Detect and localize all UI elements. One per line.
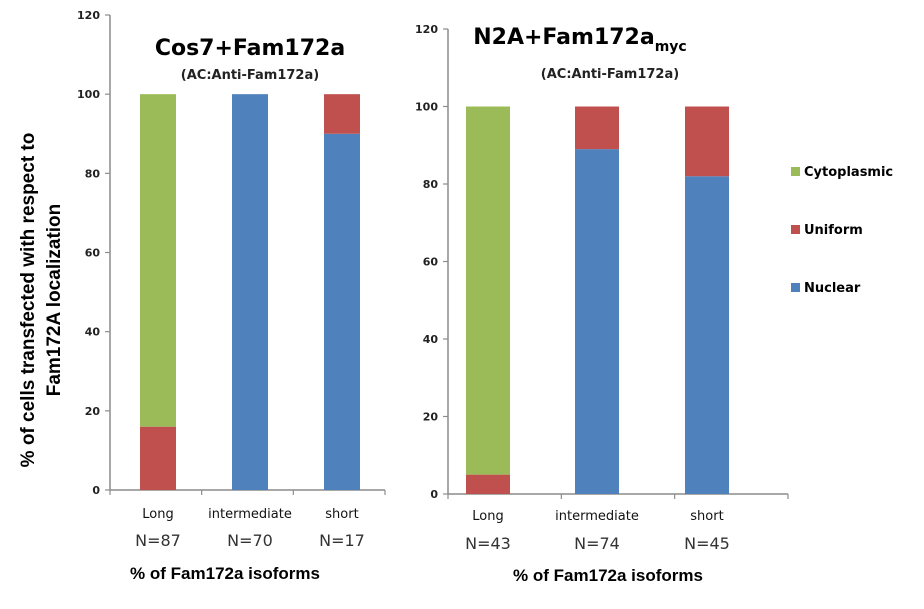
y-tick-label: 60	[85, 247, 101, 260]
legend-label: Cytoplasmic	[804, 165, 893, 180]
bar-segment-nuclear-short	[324, 133, 360, 490]
x-tick-label: intermediate	[208, 507, 292, 522]
bar-segment-cytoplasmic-long	[466, 106, 510, 475]
n-count-label: N=74	[574, 534, 620, 553]
bar-segment-uniform-long	[140, 426, 176, 490]
y-tick-label: 0	[92, 484, 100, 497]
chart-n2a: N2A+Fam172amyc (AC:Anti-Fam172a) 0 20 40 60…	[415, 23, 789, 585]
legend-swatch	[791, 283, 800, 292]
n-count-label: N=45	[684, 534, 730, 553]
y-axis-label-line1: % of cells transfected with respect to	[18, 133, 39, 468]
n-count-label: N=70	[227, 531, 273, 550]
n-count-label: N=87	[135, 531, 181, 550]
bar-segment-cytoplasmic-long	[140, 94, 176, 427]
chart-cos7: Cos7+Fam172a (AC:Anti-Fam172a) 0 20 40 60 80…	[77, 9, 386, 583]
y-tick-label: 120	[415, 23, 438, 36]
x-tick-label: intermediate	[555, 509, 639, 524]
bar-segment-uniform-long	[466, 474, 510, 494]
bar-segment-nuclear-intermediate	[575, 149, 619, 494]
y-axis-label: % of cells transfected with respect to F…	[18, 133, 65, 468]
x-tick-label: short	[690, 509, 723, 524]
y-tick-label: 40	[423, 333, 439, 346]
x-axis-label: % of Fam172a isoforms	[130, 564, 320, 583]
category-labels: Long N=43 intermediate N=74 short N=45	[465, 509, 730, 553]
legend-label: Nuclear	[804, 281, 861, 296]
y-tick-label: 80	[85, 167, 101, 180]
y-tick-label: 100	[415, 101, 438, 114]
chart-subtitle: (AC:Anti-Fam172a)	[181, 68, 319, 83]
legend-swatch	[791, 167, 800, 176]
category-labels: Long N=87 intermediate N=70 short N=17	[135, 507, 365, 550]
x-axis-label: % of Fam172a isoforms	[513, 566, 703, 585]
bars	[140, 94, 360, 491]
legend-label: Uniform	[804, 223, 863, 238]
x-tick-label: Long	[142, 507, 173, 522]
chart-title: Cos7+Fam172a	[155, 36, 345, 61]
y-tick-label: 20	[423, 411, 439, 424]
bars	[466, 106, 729, 494]
legend-item-cytoplasmic: Cytoplasmic	[791, 165, 893, 180]
y-tick-label: 80	[423, 178, 439, 191]
y-tick-label: 60	[423, 256, 439, 269]
legend-item-uniform: Uniform	[791, 223, 863, 238]
x-tick-label: Long	[472, 509, 503, 524]
bar-segment-uniform-short	[685, 106, 729, 177]
n-count-label: N=43	[465, 534, 511, 553]
y-tick-label: 40	[85, 326, 101, 339]
legend-swatch	[791, 225, 800, 234]
y-tick-label: 20	[85, 405, 101, 418]
chart-subtitle: (AC:Anti-Fam172a)	[541, 67, 679, 82]
legend: Cytoplasmic Uniform Nuclear	[791, 165, 893, 296]
chart-title: N2A+Fam172amyc	[473, 25, 686, 55]
bar-segment-uniform-intermediate	[575, 106, 619, 150]
legend-item-nuclear: Nuclear	[791, 281, 861, 296]
y-tick-label: 0	[430, 488, 438, 501]
y-axis-label-line2: Fam172A localization	[44, 204, 65, 397]
n-count-label: N=17	[319, 531, 365, 550]
y-tick-label: 100	[77, 88, 100, 101]
y-tick-label: 120	[77, 9, 100, 22]
bar-segment-nuclear-short	[685, 176, 729, 494]
bar-segment-nuclear-intermediate	[232, 94, 268, 491]
x-tick-label: short	[325, 507, 358, 522]
bar-segment-uniform-short	[324, 94, 360, 134]
